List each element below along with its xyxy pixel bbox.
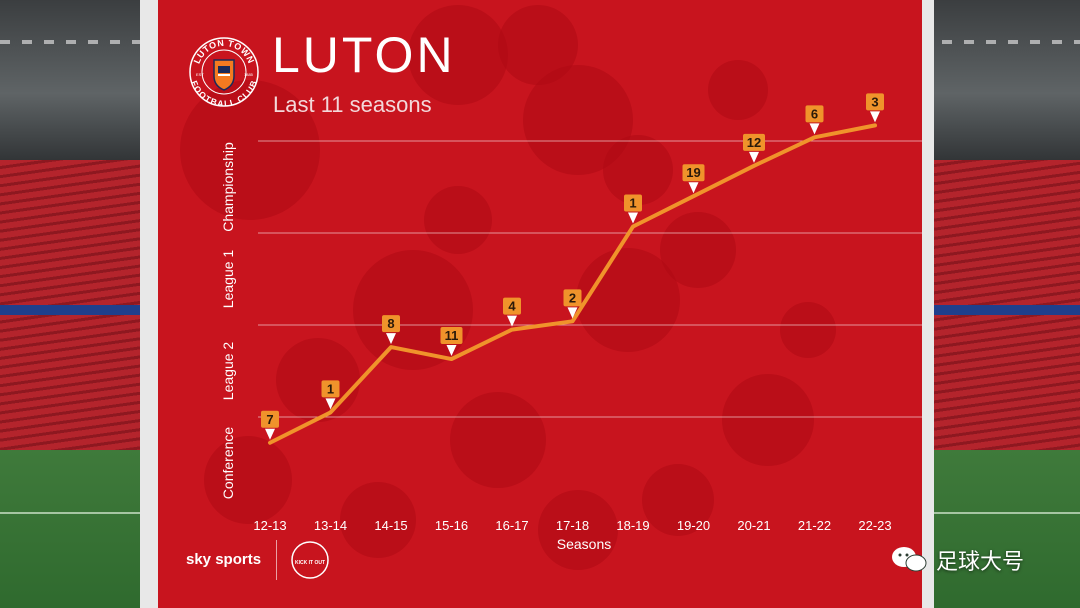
sky-sports-text: sky sports xyxy=(186,551,262,568)
position-marker: 8 xyxy=(382,315,400,345)
league-position-chart: Conference League 2 League 1 Championship 1… xyxy=(220,93,922,552)
position-marker: 4 xyxy=(503,297,521,327)
season-label: 13-14 xyxy=(314,518,347,533)
marker-pointer xyxy=(507,315,517,327)
luton-crest-icon: LUTON TOWN FOOTBALL CLUB EST 1885 xyxy=(189,37,259,108)
position-marker: 12 xyxy=(743,133,765,163)
series-line xyxy=(268,123,877,445)
graphic-panel: LUTON TOWN FOOTBALL CLUB EST 1885 LUTON … xyxy=(158,0,922,608)
position-marker: 1 xyxy=(321,380,340,410)
marker-pointer xyxy=(386,333,396,345)
position-marker: 2 xyxy=(563,289,582,319)
position-label: 1 xyxy=(629,196,636,211)
season-label: 12-13 xyxy=(253,518,286,533)
marker-pointer xyxy=(870,111,880,123)
season-label: 17-18 xyxy=(556,518,589,533)
tier-labels: Conference League 2 League 1 Championship xyxy=(220,142,236,499)
tier-label: Conference xyxy=(220,427,236,500)
position-label: 4 xyxy=(508,299,516,314)
position-label: 12 xyxy=(747,135,761,150)
season-label: 16-17 xyxy=(495,518,528,533)
marker-box xyxy=(743,133,765,151)
x-axis-title: Seasons xyxy=(557,536,611,552)
crest-year: 1885 xyxy=(244,72,254,77)
marker-box xyxy=(382,315,400,333)
grid-lines xyxy=(258,140,922,418)
position-label: 6 xyxy=(811,106,818,121)
marker-pointer xyxy=(325,398,336,410)
season-label: 20-21 xyxy=(737,518,770,533)
marker-box xyxy=(866,93,884,111)
marker-box xyxy=(321,380,340,398)
position-marker: 11 xyxy=(440,327,463,357)
page-title: LUTON xyxy=(272,27,456,83)
logo-divider xyxy=(276,540,277,580)
position-marker: 19 xyxy=(682,164,705,194)
marker-pointer xyxy=(809,123,820,135)
position-label: 1 xyxy=(327,381,334,396)
marker-box xyxy=(805,105,824,123)
chat-bubble-icon xyxy=(892,547,927,572)
position-label: 11 xyxy=(445,328,459,343)
season-label: 21-22 xyxy=(798,518,831,533)
stadium-background-right xyxy=(920,0,1080,608)
season-label: 22-23 xyxy=(858,518,891,533)
position-label: 8 xyxy=(387,316,394,331)
marker-box xyxy=(563,289,582,307)
marker-pointer xyxy=(628,212,638,224)
marker-pointer xyxy=(567,307,578,319)
tier-label: League 2 xyxy=(220,342,236,401)
season-label: 19-20 xyxy=(677,518,710,533)
marker-pointer xyxy=(749,151,759,163)
marker-box xyxy=(261,410,279,428)
kick-it-out-logo: KICK IT OUT xyxy=(291,541,329,579)
marker-pointer xyxy=(688,182,699,194)
sky-sports-logo: sky sports xyxy=(186,540,266,580)
marker-box xyxy=(624,194,642,212)
marker-box xyxy=(440,327,463,345)
position-marker: 3 xyxy=(866,93,884,123)
position-label: 2 xyxy=(569,290,576,305)
season-labels: 12-13 13-14 14-15 15-16 16-17 17-18 18-19 19-20… xyxy=(253,518,891,533)
season-label: 15-16 xyxy=(435,518,468,533)
marker-box xyxy=(503,297,521,315)
season-label: 14-15 xyxy=(374,518,407,533)
position-marker: 6 xyxy=(805,105,824,135)
season-label: 18-19 xyxy=(616,518,649,533)
crest-est: EST xyxy=(196,72,204,77)
position-label: 19 xyxy=(686,165,700,180)
marker-pointer xyxy=(265,428,275,440)
position-label: 3 xyxy=(871,94,878,109)
watermark-text: 足球大号 xyxy=(936,550,1025,575)
marker-box xyxy=(682,164,705,182)
position-label: 7 xyxy=(266,412,273,427)
position-marker: 7 xyxy=(261,410,279,440)
kick-it-out-text: KICK IT OUT xyxy=(295,560,325,566)
marker-pointer xyxy=(446,345,457,357)
position-marker: 1 xyxy=(624,194,642,224)
page-subtitle: Last 11 seasons xyxy=(273,92,432,117)
stadium-background-left xyxy=(0,0,160,608)
tier-label: League 1 xyxy=(220,250,236,309)
watermark: 足球大号 xyxy=(890,542,1024,578)
tier-label: Championship xyxy=(220,142,236,232)
